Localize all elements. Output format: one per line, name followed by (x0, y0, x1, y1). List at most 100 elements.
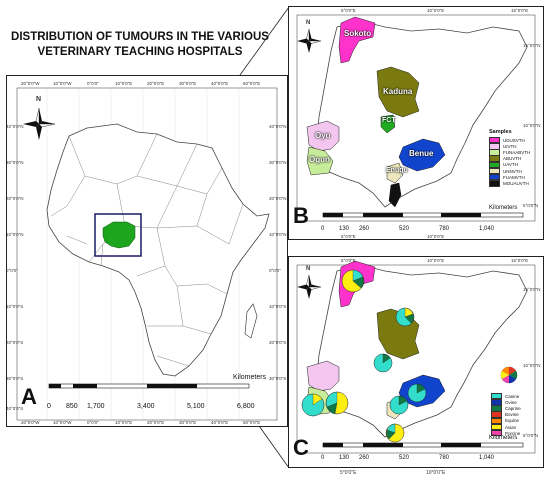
scale-tick: 1,040 (479, 226, 495, 232)
region-oyo (306, 120, 340, 152)
species-pie-map-svg (296, 260, 536, 454)
legend-item: Avian (491, 423, 521, 431)
lon-tick-top: 5°0'0"E (341, 258, 356, 263)
scale-tick: 260 (359, 226, 370, 232)
pie-chart-benue-2 (389, 395, 409, 415)
scale-tick: 780 (439, 455, 450, 461)
scale-tick: 3,400 (137, 403, 155, 410)
pie-chart-sokoto (341, 269, 365, 293)
legend-item: UIVTH (489, 143, 530, 150)
legend-item: UNNVTH (489, 167, 530, 175)
lat-tick: 10°0'0"N (6, 232, 24, 237)
scale-bar-b (322, 212, 524, 218)
lon-tick-top: 5°0'0"E (341, 8, 356, 13)
map-title: DISTRIBUTION OF TUMOURS IN THE VARIOUS V… (0, 30, 280, 60)
lat-tick: 40°0'0"N (6, 124, 24, 129)
label-sokoto: Sokoto (344, 29, 372, 38)
region-mouau (388, 182, 402, 208)
lat-tick: 40°0'0"S (6, 406, 24, 411)
pie-chart-ogun (325, 391, 349, 415)
legend-item: UDUSVTH (489, 136, 530, 144)
madagascar-outline (244, 303, 258, 339)
map-title-line1: DISTRIBUTION OF TUMOURS IN THE VARIOUS (11, 31, 269, 43)
scale-tick: 850 (66, 403, 78, 410)
compass-rose-icon (297, 28, 322, 53)
panel-a-letter: A (21, 384, 37, 409)
region-sokoto (338, 16, 376, 64)
lat-tick: 5°0'0"N (523, 203, 539, 208)
scale-bar-a (48, 383, 250, 389)
lon-tick-top: 10°0'0"E (427, 258, 445, 263)
legend-item: Equine (491, 417, 521, 425)
lon-tick-bottom-c: 10°0'0"E (426, 470, 446, 476)
lon-tick: 40°0'0"E (211, 81, 229, 86)
lat-tick: 30°0'0"S (6, 376, 24, 381)
scale-tick: 130 (339, 226, 350, 232)
lon-tick: 20°0'0"W (21, 81, 40, 86)
lon-tick-bottom: 10°0'0"E (427, 234, 445, 239)
label-oyo: Oyo (315, 131, 331, 140)
africa-outline (46, 123, 270, 377)
label-benue: Benue (409, 149, 434, 158)
scale-tick: 520 (399, 226, 410, 232)
lat-tick: 20°0'0"S (6, 340, 24, 345)
lat-tick-right: 20°0'0"N (269, 196, 287, 201)
lon-tick: 10°0'0"E (115, 81, 133, 86)
species-legend: Canine Ovine Caprine Bovine Equine Avian… (491, 392, 521, 437)
lat-tick: 0°0'0" (6, 268, 18, 273)
lat-tick: 10°0'0"N (523, 123, 541, 128)
nigeria-samples-map-svg (296, 14, 536, 222)
lat-tick-right: 20°0'0"S (269, 340, 287, 345)
lat-tick-right: 10°0'0"S (269, 304, 287, 309)
lat-tick-right: 30°0'0"S (269, 376, 287, 381)
compass-rose-icon (297, 274, 322, 299)
scale-tick: 0 (47, 403, 51, 410)
compass-n-label: N (36, 96, 42, 103)
samples-legend: Samples UDUSVTH UIVTH FUNAABVTH ABUVTH U… (489, 129, 530, 187)
lon-tick-top: 10°0'0"E (427, 8, 445, 13)
legend-item: Bovine (491, 411, 521, 418)
region-kaduna (376, 66, 420, 118)
panel-c-letter: C (293, 435, 309, 460)
legend-item: FUAMVTH (489, 173, 530, 181)
legend-title: Samples (489, 129, 512, 135)
scale-tick: 260 (359, 455, 370, 461)
nigeria-highlight-box (94, 213, 142, 257)
pie-chart-fct (373, 353, 393, 373)
lon-tick-bottom: 10°0'0"W (53, 420, 72, 425)
scale-tick: 1,700 (87, 403, 105, 410)
lat-tick-right: 0°0'0" (269, 268, 281, 273)
scale-units-b: Kilometers (489, 205, 518, 211)
lon-tick-bottom: 5°0'0"E (341, 234, 356, 239)
legend-item: Canine (491, 392, 521, 400)
lat-tick-right: 40°0'0"N (269, 124, 287, 129)
lat-tick: 5°0'0"N (523, 433, 539, 438)
scale-tick: 0 (321, 455, 325, 461)
lon-tick-bottom: 50°0'0"E (243, 420, 261, 425)
compass-rose-icon (23, 107, 56, 140)
lon-tick: 0°0'0" (87, 81, 99, 86)
pie-chart-benue (407, 383, 427, 403)
scale-tick: 6,800 (237, 403, 255, 410)
panel-c-species-pie-map: N Canine Ovine Caprine Bovine Equine Avi… (288, 256, 544, 468)
lon-tick-top: 15°0'0"E (511, 258, 529, 263)
lon-tick: 50°0'0"E (243, 81, 261, 86)
lon-tick: 10°0'0"W (53, 81, 72, 86)
region-benue (398, 138, 446, 172)
africa-map-svg (16, 87, 278, 421)
lat-tick: 10°0'0"N (523, 363, 541, 368)
lon-tick-bottom: 0°0'0" (87, 420, 99, 425)
lat-tick: 30°0'0"N (6, 160, 24, 165)
panel-b-nigeria-samples-map: N Sokoto Kaduna FCT Oyo Ogun Benue Enugu… (288, 6, 544, 240)
lat-tick: 20°0'0"N (6, 196, 24, 201)
scale-tick: 0 (321, 226, 325, 232)
lon-tick-bottom: 20°0'0"E (147, 420, 165, 425)
scale-tick: 520 (399, 455, 410, 461)
lon-tick-bottom: 40°0'0"E (211, 420, 229, 425)
lat-tick-right: 30°0'0"N (269, 160, 287, 165)
scale-tick: 5,100 (187, 403, 205, 410)
legend-item: Ovine (491, 399, 521, 406)
compass-n-label: N (306, 20, 311, 26)
lon-tick-top: 15°0'0"E (511, 8, 529, 13)
legend-item: UAVTH (489, 161, 530, 169)
